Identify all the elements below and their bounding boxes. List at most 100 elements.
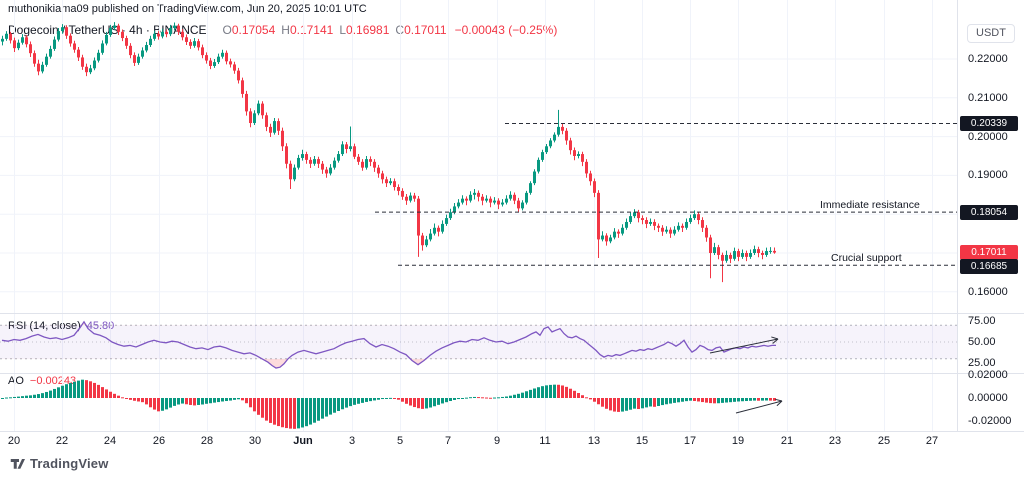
ao-bar — [125, 398, 128, 399]
candle-body — [581, 154, 584, 162]
candle-body — [313, 159, 316, 164]
ao-bar — [713, 398, 716, 404]
candle-body — [405, 196, 408, 201]
ao-bar — [201, 398, 204, 405]
candle-body — [357, 156, 360, 162]
tradingview-logo[interactable]: TradingView — [10, 456, 109, 471]
time-tick-label: 22 — [55, 435, 69, 447]
candle-body — [557, 126, 560, 135]
candle-body — [413, 195, 416, 199]
price-level-tag: 0.18054 — [960, 204, 1018, 220]
ao-bar — [373, 398, 376, 401]
ao-bar — [749, 398, 752, 401]
time-tick-label: 19 — [731, 435, 745, 447]
time-tick-label: 24 — [103, 435, 117, 447]
candle-body — [197, 41, 200, 48]
close-value: 0.17011 — [404, 23, 447, 37]
low-value: 0.16981 — [346, 23, 390, 37]
ao-bar — [261, 398, 264, 418]
ao-bar — [425, 398, 428, 409]
ao-bar — [329, 398, 332, 415]
candle-body — [433, 227, 436, 234]
ao-bar — [533, 388, 536, 398]
tradingview-logo-icon — [10, 459, 25, 469]
ao-bar — [73, 381, 76, 398]
candle-body — [681, 225, 684, 228]
ao-bar — [521, 392, 524, 398]
candle-body — [97, 52, 100, 61]
trend-arrow[interactable] — [735, 400, 783, 414]
currency-unit-button[interactable]: USDT — [967, 24, 1015, 43]
ao-bar — [773, 398, 776, 401]
candle-body — [277, 121, 280, 131]
candle-body — [45, 56, 48, 65]
candle-body — [321, 163, 324, 170]
resistance-annotation[interactable]: Immediate resistance — [820, 199, 920, 211]
ao-bar — [357, 398, 360, 404]
time-tick-label: 3 — [348, 435, 356, 447]
ao-bar — [65, 384, 68, 398]
candle-body — [349, 146, 352, 150]
candle-body — [141, 50, 144, 57]
ao-bar — [765, 398, 768, 401]
ao-bar — [129, 398, 132, 400]
candle-body — [29, 44, 32, 54]
candle-body — [257, 103, 260, 114]
candle-body — [177, 25, 180, 32]
candle-body — [725, 254, 728, 261]
trend-arrow[interactable] — [709, 338, 779, 354]
ao-bar — [449, 398, 452, 402]
ao-bar — [133, 398, 136, 401]
candle-body — [289, 163, 292, 180]
trend-arrow-head — [776, 400, 783, 407]
candle-body — [137, 56, 140, 63]
candle-body — [105, 34, 108, 44]
ao-bar — [397, 398, 400, 400]
ao-bar — [313, 398, 316, 423]
ao-legend: AO −0.00243 — [8, 375, 76, 387]
ao-bar — [565, 386, 568, 398]
ao-bar — [9, 397, 12, 399]
ao-title[interactable]: AO — [8, 375, 24, 387]
ao-tick-label: 0.02000 — [968, 368, 1008, 381]
open-label: O — [222, 23, 232, 37]
ao-bar — [697, 398, 700, 402]
change-value: −0.00043 (−0.25%) — [454, 23, 558, 37]
ao-bar — [509, 395, 512, 398]
candle-body — [233, 64, 236, 71]
ao-bar — [217, 398, 220, 403]
ao-bar — [485, 397, 488, 399]
ao-bar — [237, 398, 240, 400]
candle-body — [1, 38, 4, 42]
ao-bar — [633, 398, 636, 409]
candle-body — [25, 37, 28, 45]
ao-bar — [445, 398, 448, 403]
ao-bar — [501, 396, 504, 398]
ao-bar — [21, 396, 24, 398]
price-tick-label: 0.21000 — [968, 91, 1008, 104]
candle-body — [185, 37, 188, 42]
candle-body — [317, 159, 320, 164]
ao-bar — [325, 398, 328, 417]
ao-bar — [525, 391, 528, 398]
candle-body — [281, 130, 284, 147]
candle-body — [201, 47, 204, 56]
ao-bar — [197, 398, 200, 405]
candle-body — [517, 200, 520, 209]
candle-body — [133, 55, 136, 63]
ao-bar — [457, 398, 460, 400]
candle-body — [693, 214, 696, 219]
ao-bar — [741, 398, 744, 402]
ao-bar — [517, 393, 520, 398]
support-annotation[interactable]: Crucial support — [831, 252, 902, 264]
ao-bar — [361, 398, 364, 403]
ao-bar — [649, 398, 652, 407]
ao-bar — [381, 398, 384, 400]
candle-body — [249, 111, 252, 124]
candle-body — [697, 214, 700, 221]
candle-body — [81, 57, 84, 67]
candle-body — [625, 221, 628, 228]
rsi-line[interactable] — [1, 320, 776, 369]
ao-bar — [245, 398, 248, 404]
